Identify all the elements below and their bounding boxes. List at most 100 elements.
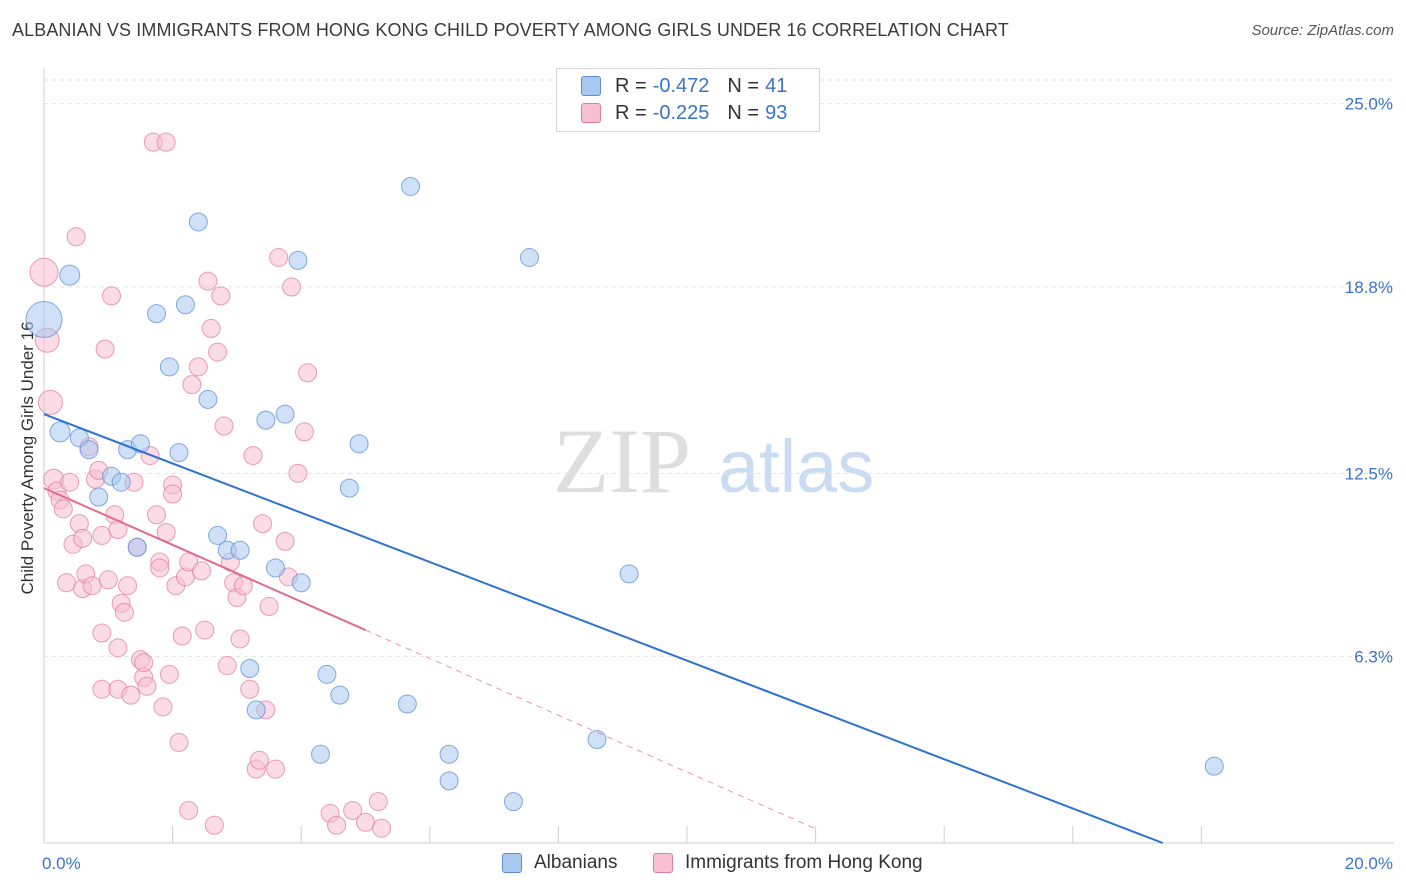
albanian-point bbox=[59, 264, 81, 286]
hong-kong-legend-swatch bbox=[653, 853, 673, 873]
albanian-point bbox=[147, 304, 167, 324]
n-value: 41 bbox=[765, 74, 788, 97]
albanian-point bbox=[49, 421, 71, 443]
hong-kong-point bbox=[282, 277, 302, 297]
legend-label: Albanians bbox=[534, 852, 618, 873]
n-label: N = bbox=[727, 101, 760, 124]
albanian-point bbox=[188, 212, 208, 232]
hong-kong-point bbox=[198, 271, 218, 291]
albanian-point bbox=[25, 301, 63, 339]
n-value: 93 bbox=[765, 101, 788, 124]
albanian-point bbox=[89, 487, 109, 507]
hong-kong-point bbox=[188, 357, 208, 377]
hong-kong-point bbox=[182, 375, 202, 395]
hong-kong-point bbox=[356, 812, 375, 832]
hong-kong-point bbox=[343, 800, 363, 820]
hong-kong-point bbox=[150, 558, 170, 578]
hong-kong-point bbox=[53, 499, 73, 519]
hong-kong-point bbox=[211, 286, 231, 306]
legend-item-hong-kong[interactable]: Immigrants from Hong Kong bbox=[653, 852, 923, 874]
hong-kong-point bbox=[269, 247, 289, 267]
stats-row-hong-kong: R = -0.225 N = 93 bbox=[581, 100, 787, 126]
n-label: N = bbox=[727, 74, 760, 97]
source-label: Source: ZipAtlas.com bbox=[1251, 22, 1394, 39]
hong-kong-point bbox=[137, 676, 157, 696]
albanian-point bbox=[619, 564, 639, 584]
hong-kong-point bbox=[327, 815, 347, 835]
hong-kong-point bbox=[172, 626, 192, 646]
stats-row-albanians: R = -0.472 N = 41 bbox=[581, 73, 787, 99]
hong-kong-point bbox=[201, 318, 221, 338]
hong-kong-point bbox=[208, 342, 228, 362]
hong-kong-point bbox=[217, 656, 237, 676]
albanian-point bbox=[1204, 756, 1224, 776]
hong-kong-trend-line bbox=[43, 487, 366, 631]
hong-kong-point bbox=[243, 446, 263, 466]
hong-kong-point bbox=[98, 570, 118, 590]
hong-kong-point bbox=[230, 629, 250, 649]
albanians-swatch bbox=[581, 76, 601, 96]
y-tick-label: 25.0% bbox=[1345, 95, 1393, 114]
hong-kong-point bbox=[102, 286, 122, 306]
hong-kong-point bbox=[240, 679, 260, 699]
hong-kong-point bbox=[29, 257, 59, 287]
hong-kong-point bbox=[147, 505, 167, 525]
albanian-point bbox=[330, 685, 350, 705]
albanian-point bbox=[310, 744, 330, 764]
hong-kong-point bbox=[57, 573, 77, 593]
hong-kong-point bbox=[192, 561, 212, 581]
x-tick-label: 0.0% bbox=[42, 854, 81, 873]
y-tick-label: 6.3% bbox=[1354, 648, 1393, 667]
hong-kong-point bbox=[82, 576, 102, 596]
hong-kong-point bbox=[368, 792, 388, 812]
hong-kong-point bbox=[108, 638, 128, 658]
albanian-point bbox=[230, 540, 250, 560]
hong-kong-point bbox=[214, 416, 234, 436]
albanian-point bbox=[439, 771, 459, 791]
albanian-point bbox=[208, 525, 228, 545]
hong-kong-point bbox=[204, 815, 224, 835]
hong-kong-point bbox=[156, 132, 176, 152]
watermark-zip: ZIP bbox=[553, 410, 691, 512]
albanian-point bbox=[519, 247, 539, 267]
hong-kong-point bbox=[92, 525, 112, 545]
hong-kong-point bbox=[159, 664, 179, 684]
hong-kong-point bbox=[249, 750, 269, 770]
hong-kong-point bbox=[153, 697, 173, 717]
hong-kong-point bbox=[118, 576, 138, 596]
albanian-point bbox=[265, 558, 285, 578]
hong-kong-point bbox=[169, 732, 189, 752]
hong-kong-point bbox=[134, 653, 154, 673]
legend-label: Immigrants from Hong Kong bbox=[685, 852, 923, 873]
albanian-point bbox=[339, 478, 359, 498]
hong-kong-point bbox=[179, 800, 199, 820]
albanian-point bbox=[439, 744, 459, 764]
legend-item-albanians[interactable]: Albanians bbox=[502, 852, 617, 874]
hong-kong-point bbox=[121, 685, 141, 705]
albanian-point bbox=[240, 659, 260, 679]
hong-kong-swatch bbox=[581, 103, 601, 123]
series-legend: Albanians Immigrants from Hong Kong bbox=[0, 852, 1406, 876]
hong-kong-point bbox=[253, 514, 273, 534]
albanian-point bbox=[288, 250, 308, 270]
albanian-point bbox=[159, 357, 179, 377]
hong-kong-point bbox=[298, 363, 318, 383]
albanian-point bbox=[111, 472, 131, 492]
albanian-point bbox=[175, 295, 195, 315]
r-value: -0.225 bbox=[652, 101, 710, 124]
hong-kong-point bbox=[275, 531, 295, 551]
albanian-point bbox=[169, 443, 189, 463]
hong-kong-point bbox=[92, 623, 112, 643]
albanian-point bbox=[130, 434, 150, 454]
r-label: R = bbox=[615, 74, 647, 97]
albanian-point bbox=[317, 664, 337, 684]
y-tick-label: 18.8% bbox=[1345, 278, 1393, 297]
albanian-point bbox=[503, 792, 523, 812]
hong-kong-point bbox=[288, 463, 308, 483]
hong-kong-point bbox=[73, 528, 93, 548]
albanian-point bbox=[397, 694, 417, 714]
hong-kong-point bbox=[372, 818, 392, 838]
watermark-atlas: atlas bbox=[718, 425, 874, 508]
albanian-point bbox=[246, 700, 266, 720]
